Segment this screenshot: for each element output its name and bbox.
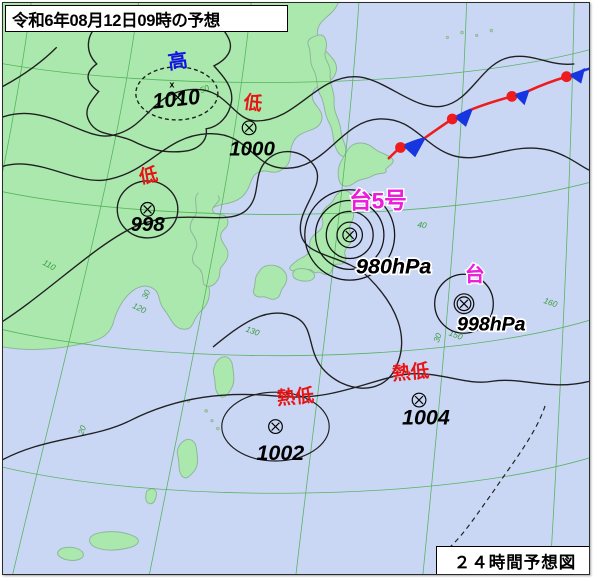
svg-text:1002: 1002 xyxy=(256,440,304,465)
svg-text:1004: 1004 xyxy=(402,405,450,430)
svg-text:熱低: 熱低 xyxy=(391,360,430,384)
svg-text:低: 低 xyxy=(241,91,264,115)
svg-text:高: 高 xyxy=(166,49,189,75)
svg-text:x: x xyxy=(170,79,175,89)
svg-text:40: 40 xyxy=(417,219,428,230)
svg-text:998hPa: 998hPa xyxy=(457,313,525,335)
svg-text:台5号: 台5号 xyxy=(349,187,406,213)
svg-text:熱低: 熱低 xyxy=(276,384,315,408)
svg-text:低: 低 xyxy=(136,163,159,187)
svg-text:980hPa: 980hPa xyxy=(356,253,431,278)
svg-text:台: 台 xyxy=(465,263,485,286)
svg-text:1010: 1010 xyxy=(151,84,201,114)
svg-text:1000: 1000 xyxy=(229,137,275,160)
svg-text:998: 998 xyxy=(130,213,165,236)
